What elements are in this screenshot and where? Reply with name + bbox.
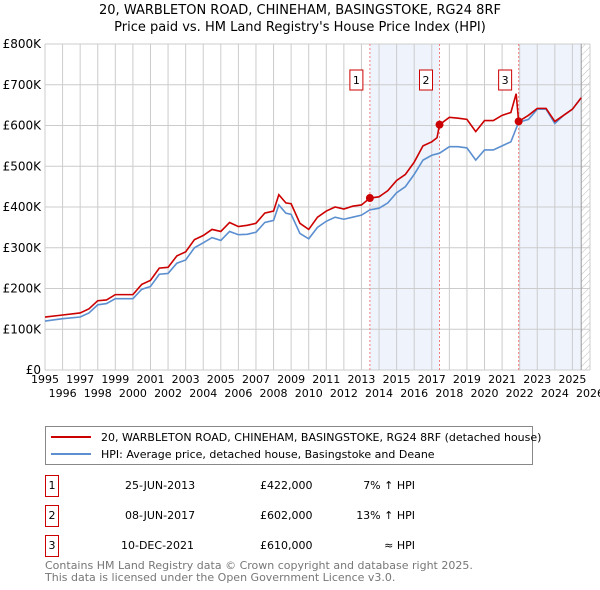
sale-date: 10-DEC-2021 <box>121 539 195 552</box>
sale-marker-box <box>419 69 434 91</box>
sale-price: £602,000 <box>260 509 313 522</box>
x-tick-label: 2023 <box>523 373 551 386</box>
footer: Contains HM Land Registry data © Crown c… <box>45 560 473 584</box>
y-tick-label: £500K <box>3 159 43 173</box>
legend: 20, WARBLETON ROAD, CHINEHAM, BASINGSTOK… <box>45 426 541 465</box>
sale-row: 2 08-JUN-2017 £602,000 13% ↑ HPI <box>45 505 545 527</box>
y-tick-label: £600K <box>3 119 43 133</box>
x-tick-label: 2019 <box>453 373 481 386</box>
x-tick-label: 1998 <box>84 387 112 400</box>
sale-hpi-relation: 13% ↑ HPI <box>356 509 415 522</box>
x-tick-label: 1999 <box>101 373 129 386</box>
x-tick-label: 1995 <box>31 373 59 386</box>
chart-title: 20, WARBLETON ROAD, CHINEHAM, BASINGSTOK… <box>99 3 501 18</box>
x-tick-label: 2008 <box>260 387 288 400</box>
legend-swatch-red <box>51 436 91 438</box>
sale-point <box>435 120 444 129</box>
x-tick-label: 2014 <box>365 387 393 400</box>
x-tick-label: 1996 <box>49 387 77 400</box>
legend-item-property: 20, WARBLETON ROAD, CHINEHAM, BASINGSTOK… <box>51 429 541 445</box>
x-tick-label: 2020 <box>471 387 499 400</box>
x-tick-label: 2003 <box>172 373 200 386</box>
sale-marker-badge: 3 <box>45 535 59 557</box>
x-tick-label: 1997 <box>66 373 94 386</box>
legend-item-hpi: HPI: Average price, detached house, Basi… <box>51 446 435 462</box>
x-tick-label: 2018 <box>435 387 463 400</box>
sale-date: 25-JUN-2013 <box>125 479 196 492</box>
y-tick-label: £700K <box>3 78 43 92</box>
y-tick-label: £100K <box>3 322 43 336</box>
x-tick-label: 2025 <box>558 373 586 386</box>
legend-swatch-blue <box>51 453 91 455</box>
x-tick-label: 2010 <box>295 387 323 400</box>
legend-label: 20, WARBLETON ROAD, CHINEHAM, BASINGSTOK… <box>101 430 542 444</box>
x-tick-label: 2004 <box>189 387 217 400</box>
sale-price: £422,000 <box>260 479 313 492</box>
x-tick-label: 2022 <box>506 387 534 400</box>
x-tick-label: 2002 <box>154 387 182 400</box>
y-tick-label: £400K <box>3 200 43 214</box>
x-tick-label: 2012 <box>330 387 358 400</box>
x-tick-label: 2006 <box>224 387 252 400</box>
sale-point <box>365 194 374 203</box>
property-price-line <box>44 93 582 318</box>
sale-date: 08-JUN-2017 <box>125 509 196 522</box>
sale-hpi-relation: 7% ↑ HPI <box>363 479 415 492</box>
sale-marker-label: 3 <box>502 74 509 87</box>
y-tick-label: £200K <box>3 282 43 296</box>
y-tick-label: £0 <box>26 363 41 377</box>
sale-marker-box <box>349 69 364 91</box>
sale-marker-badge: 1 <box>45 475 59 497</box>
price-chart: 1995199619971998199920002001200220032004… <box>3 37 600 400</box>
footer-licence: This data is licensed under the Open Gov… <box>45 571 396 584</box>
x-tick-label: 2026 <box>576 387 600 400</box>
x-tick-label: 2016 <box>400 387 428 400</box>
x-tick-label: 2009 <box>277 373 305 386</box>
x-tick-label: 2013 <box>347 373 375 386</box>
x-tick-label: 2007 <box>242 373 270 386</box>
sale-marker-label: 1 <box>353 74 360 87</box>
chart-subtitle: Price paid vs. HM Land Registry's House … <box>114 20 486 35</box>
legend-label: HPI: Average price, detached house, Basi… <box>101 447 435 461</box>
hpi-line <box>44 97 582 322</box>
x-tick-label: 2017 <box>418 373 446 386</box>
sale-row: 3 10-DEC-2021 £610,000 ≈ HPI <box>45 535 545 557</box>
sale-marker-box <box>498 69 513 91</box>
x-tick-label: 2005 <box>207 373 235 386</box>
x-tick-label: 2000 <box>119 387 147 400</box>
sale-price: £610,000 <box>260 539 313 552</box>
sale-hpi-relation: ≈ HPI <box>384 539 415 552</box>
x-tick-label: 2024 <box>541 387 569 400</box>
sale-row: 1 25-JUN-2013 £422,000 7% ↑ HPI <box>45 475 545 497</box>
x-tick-label: 2015 <box>383 373 411 386</box>
y-tick-label: £300K <box>3 241 43 255</box>
y-tick-label: £800K <box>3 37 43 51</box>
x-tick-label: 2021 <box>488 373 516 386</box>
x-tick-label: 2011 <box>312 373 340 386</box>
sale-marker-label: 2 <box>423 74 430 87</box>
x-tick-label: 2001 <box>136 373 164 386</box>
sale-marker-badge: 2 <box>45 505 59 527</box>
footer-copyright: Contains HM Land Registry data © Crown c… <box>45 559 473 572</box>
sale-point <box>514 117 523 126</box>
